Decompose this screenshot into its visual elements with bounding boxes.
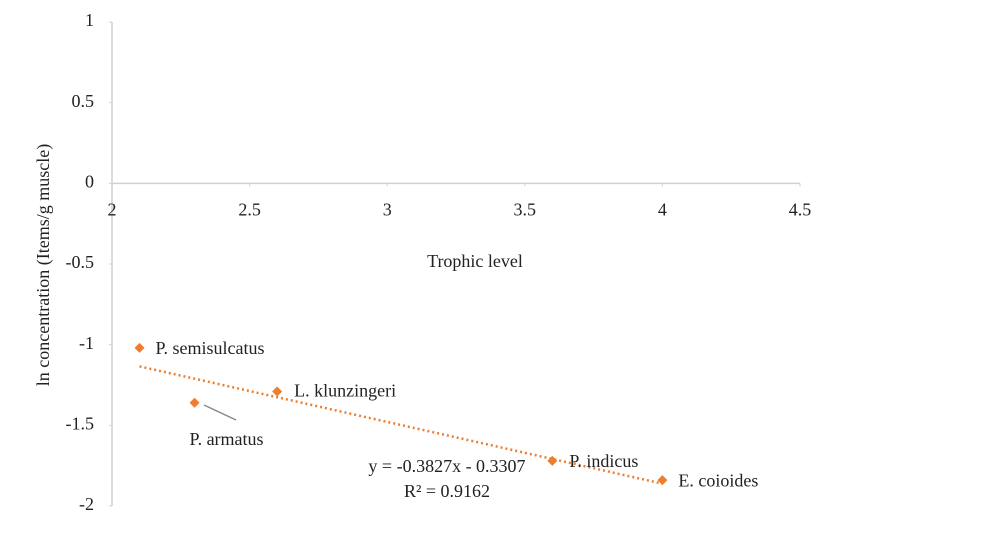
trendline-equation: y = -0.3827x - 0.3307 — [368, 456, 525, 476]
point-label: P. semisulcatus — [156, 338, 265, 358]
y-tick-label: 0 — [85, 171, 94, 191]
point-label: P. indicus — [569, 451, 638, 471]
point-label: P. armatus — [190, 429, 264, 449]
x-tick-label: 3.5 — [514, 199, 537, 219]
point-label: L. klunzingeri — [294, 381, 396, 401]
data-point — [547, 455, 558, 466]
data-point — [189, 397, 200, 408]
y-tick-label: -2 — [79, 494, 94, 514]
leader-line — [203, 404, 237, 421]
x-tick-label: 2.5 — [238, 199, 261, 219]
data-point — [272, 386, 283, 397]
x-axis-label: Trophic level — [427, 251, 523, 271]
data-point — [134, 342, 145, 353]
data-point — [657, 475, 668, 486]
y-axis-label: ln concentration (Items/g muscle) — [33, 144, 54, 386]
y-tick-label: 0.5 — [72, 91, 95, 111]
point-label: E. coioides — [678, 470, 758, 490]
y-tick-label: 1 — [85, 10, 94, 30]
x-tick-label: 4 — [658, 199, 667, 219]
y-tick-label: -0.5 — [66, 252, 95, 272]
y-tick-label: -1 — [79, 333, 94, 353]
y-tick-label: -1.5 — [66, 413, 95, 433]
x-tick-label: 4.5 — [789, 199, 812, 219]
trendline-r2: R² = 0.9162 — [404, 481, 490, 501]
x-tick-label: 2 — [108, 199, 117, 219]
x-tick-label: 3 — [383, 199, 392, 219]
trendline — [139, 365, 663, 485]
